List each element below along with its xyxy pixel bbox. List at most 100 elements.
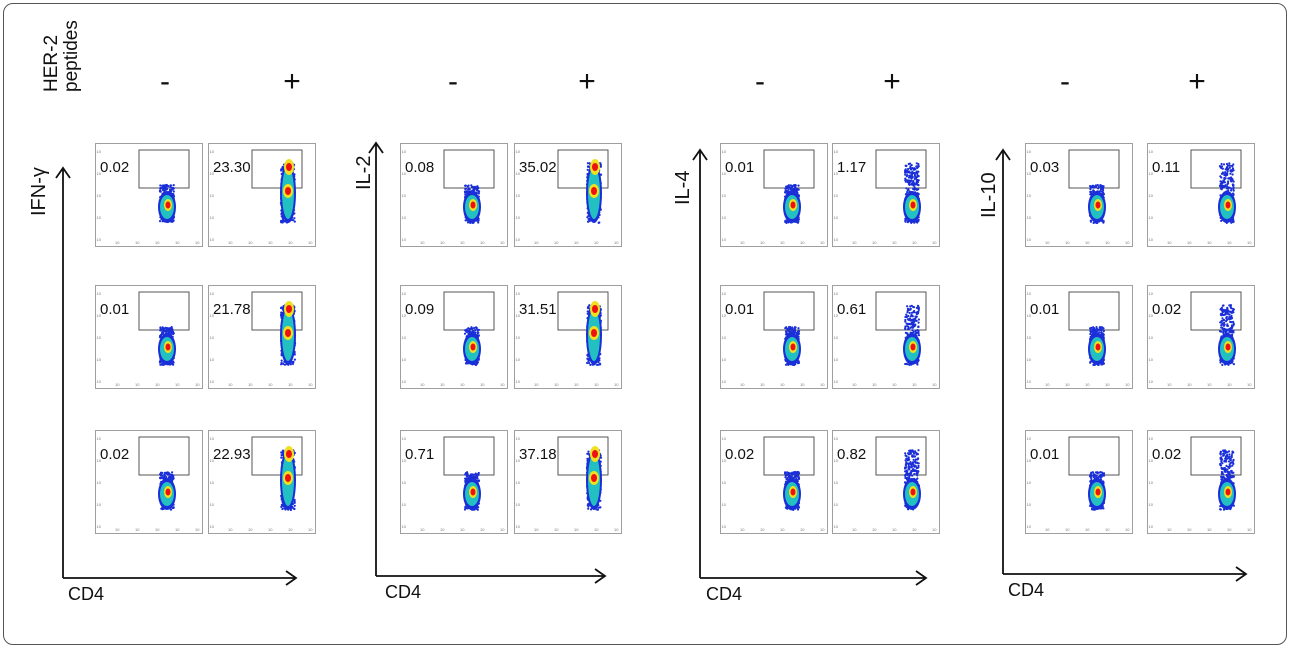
cell-event-dot — [788, 184, 790, 186]
cell-event-dot — [172, 331, 174, 333]
cell-event-dot — [474, 329, 476, 331]
cell-event-dot — [281, 454, 283, 456]
cytokine-axis-label: IL-4 — [672, 171, 695, 205]
cell-event-dot — [912, 306, 914, 308]
cell-event-dot — [787, 330, 789, 332]
cell-event-dot — [913, 459, 915, 461]
tick-label: 10 — [500, 382, 505, 387]
cell-event-dot — [904, 328, 906, 330]
cell-event-dot — [907, 326, 909, 328]
cell-event-dot — [587, 162, 589, 164]
tick-label: 10 — [516, 335, 521, 340]
tick-label: 10 — [268, 527, 273, 532]
tick-label: 10 — [594, 527, 599, 532]
tick-label: 10 — [248, 382, 253, 387]
tick-label: 10 — [440, 527, 445, 532]
cell-event-dot — [911, 164, 913, 166]
cell-event-dot — [906, 323, 908, 325]
cell-event-dot — [466, 473, 468, 475]
tick-label: 10 — [210, 379, 215, 384]
tick-label: 10 — [402, 291, 407, 296]
tick-label: 10 — [516, 502, 521, 507]
cell-event-dot — [790, 331, 792, 333]
tick-label: 10 — [228, 382, 233, 387]
cell-event-dot — [477, 509, 479, 511]
cell-event-dot — [599, 363, 601, 365]
cell-event-dot — [476, 328, 478, 330]
tick-label: 10 — [574, 240, 579, 245]
cell-event-dot — [918, 308, 920, 310]
tick-label: 10 — [97, 480, 102, 485]
cell-event-dot — [784, 471, 786, 473]
tick-label: 10 — [834, 436, 839, 441]
tick-label: 10 — [834, 237, 839, 242]
cell-event-dot — [916, 182, 918, 184]
cell-event-dot — [911, 315, 913, 317]
tick-label: 10 — [516, 357, 521, 362]
tick-label: 10 — [912, 382, 917, 387]
cell-event-dot — [280, 506, 282, 508]
cell-event-dot — [914, 175, 916, 177]
tick-label: 10 — [210, 291, 215, 296]
cell-event-dot — [794, 185, 796, 187]
density-blob — [591, 187, 597, 195]
cell-event-dot — [906, 311, 908, 313]
cell-event-dot — [294, 502, 296, 504]
tick-label: 10 — [210, 237, 215, 242]
gate-percentage: 0.71 — [405, 446, 434, 463]
tick-label: 10 — [594, 382, 599, 387]
cell-event-dot — [914, 450, 916, 452]
tick-label: 10 — [248, 527, 253, 532]
tick-label: 10 — [722, 237, 727, 242]
gate-percentage: 0.09 — [405, 301, 434, 318]
tick-label: 10 — [135, 527, 140, 532]
tick-label: 10 — [554, 527, 559, 532]
tick-label: 10 — [516, 524, 521, 529]
tick-label: 10 — [820, 527, 825, 532]
cell-event-dot — [172, 189, 174, 191]
tick-label: 10 — [97, 379, 102, 384]
peptide-plus-sign: + — [872, 65, 912, 99]
cell-event-dot — [472, 186, 474, 188]
cell-event-dot — [465, 185, 467, 187]
cell-event-dot — [161, 472, 163, 474]
tick-label: 10 — [722, 291, 727, 296]
her2-label: HER-2 — [42, 35, 62, 92]
tick-label: 10 — [155, 527, 160, 532]
tick-label: 10 — [614, 382, 619, 387]
cell-event-dot — [911, 321, 913, 323]
tick-label: 10 — [308, 240, 313, 245]
cell-event-dot — [792, 185, 794, 187]
cell-event-dot — [908, 183, 910, 185]
cell-event-dot — [917, 165, 919, 167]
tick-label: 10 — [402, 436, 407, 441]
cell-event-dot — [908, 163, 910, 165]
cell-event-dot — [473, 189, 475, 191]
cell-event-dot — [784, 476, 786, 478]
cell-event-dot — [904, 321, 906, 323]
cell-event-dot — [162, 364, 164, 366]
tick-label: 10 — [115, 240, 120, 245]
cell-event-dot — [904, 466, 906, 468]
tick-label: 10 — [248, 240, 253, 245]
tick-label: 10 — [195, 240, 200, 245]
cell-event-dot — [470, 184, 472, 186]
cell-event-dot — [797, 185, 799, 187]
cell-event-dot — [290, 509, 292, 511]
tick-label: 10 — [97, 215, 102, 220]
cell-event-dot — [160, 329, 162, 331]
cell-event-dot — [797, 508, 799, 510]
cell-event-dot — [910, 327, 912, 329]
tick-label: 10 — [288, 240, 293, 245]
cell-event-dot — [791, 476, 793, 478]
cell-event-dot — [909, 312, 911, 314]
cell-event-dot — [166, 330, 168, 332]
cell-event-dot — [464, 480, 466, 482]
cell-event-dot — [916, 316, 918, 318]
cell-event-dot — [798, 477, 800, 479]
gate-percentage: 23.30 — [213, 159, 251, 176]
cell-event-dot — [910, 176, 912, 178]
cell-event-dot — [464, 333, 466, 335]
tick-label: 10 — [210, 502, 215, 507]
tick-label: 10 — [402, 149, 407, 154]
